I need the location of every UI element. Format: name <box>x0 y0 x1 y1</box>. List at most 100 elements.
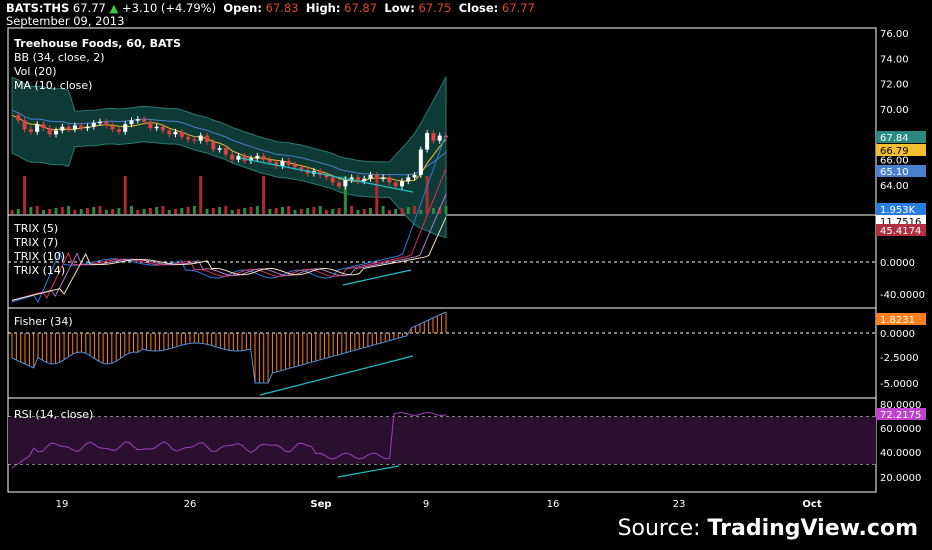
candle-body <box>160 126 165 131</box>
volume-bar <box>350 206 354 214</box>
volume-bar <box>306 208 310 214</box>
trix-14 <box>11 216 447 301</box>
candle-body <box>72 125 77 130</box>
candle-body <box>186 136 191 140</box>
volume-bar <box>236 209 240 214</box>
indicator-tick: -40.0000 <box>880 290 925 301</box>
volume-bar <box>369 208 373 214</box>
price-tag-bg <box>876 131 926 143</box>
source-credit: Source: TradingView.com <box>618 516 918 541</box>
price-change: +3.10 (+4.79%) <box>122 1 217 15</box>
volume-bar <box>174 209 178 214</box>
volume-bar <box>318 206 322 214</box>
trix-10 <box>11 193 447 302</box>
time-tick: 26 <box>184 499 197 510</box>
panel-labels: Treehouse Foods, 60, BATS BB (34, close,… <box>13 37 181 421</box>
indicator-tick: 80.0000 <box>880 400 921 411</box>
date-label: September 09, 2013 <box>6 14 125 28</box>
volume-bar <box>268 209 272 214</box>
volume-bar <box>60 207 64 214</box>
price-tag-bg <box>876 203 926 215</box>
time-tick: 16 <box>547 499 560 510</box>
divergence-line <box>239 157 414 193</box>
indicator-tag-text: 45.4174 <box>880 226 921 237</box>
volume-bar <box>117 208 121 214</box>
time-tick: 19 <box>56 499 69 510</box>
candle-body <box>324 174 329 178</box>
volume-bar <box>438 207 442 214</box>
volume-bars <box>10 176 448 214</box>
indicator-tick: 60.0000 <box>880 424 921 435</box>
candle-body <box>47 128 52 135</box>
volume-bar <box>337 208 341 214</box>
candle-body <box>154 126 159 129</box>
candle-body <box>54 130 59 135</box>
candle-body <box>318 171 323 175</box>
indicator-tag-bg <box>876 224 926 236</box>
price-tick: 70.00 <box>880 105 909 116</box>
volume-bar <box>299 209 303 214</box>
fisher-line <box>11 311 447 384</box>
price-axis: 76.0074.0072.0070.0068.0066.0064.000.000… <box>876 29 926 484</box>
price-tag-text: 67.84 <box>880 133 909 144</box>
candle-body <box>110 125 115 130</box>
candle-body <box>286 160 291 165</box>
volume-bar <box>444 206 448 214</box>
candle-body <box>98 121 103 124</box>
volume-bar <box>192 206 196 214</box>
candle-body <box>355 177 360 182</box>
trix5-label: TRIX (5) <box>13 222 58 235</box>
symbol[interactable]: BATS:THS <box>6 1 70 15</box>
volume-bar <box>312 207 316 214</box>
volume-bar <box>136 210 140 214</box>
rsi-divergence <box>337 465 400 478</box>
volume-bar <box>130 206 134 214</box>
close-value: 67.77 <box>501 1 535 15</box>
candle-body <box>236 155 241 160</box>
high-value: 67.87 <box>344 1 378 15</box>
indicator-tick: 0.0000 <box>880 258 915 269</box>
volume-bar <box>29 207 33 214</box>
volume-bar <box>249 207 253 214</box>
candle-body <box>293 164 298 168</box>
indicator-lines <box>11 133 447 478</box>
volume-bar <box>400 208 404 214</box>
volume-bar <box>224 206 228 214</box>
volume-bar <box>186 207 190 214</box>
candle-body <box>399 181 404 187</box>
trix7-label: TRIX (7) <box>13 236 58 249</box>
indicator-tick: 0.0000 <box>880 329 915 340</box>
bb-label: BB (34, close, 2) <box>14 51 105 64</box>
volume-bar <box>387 210 391 214</box>
high-label: High: <box>305 1 341 15</box>
price-tag-text: 1.953K <box>880 205 916 216</box>
low-label: Low: <box>384 1 415 15</box>
volume-bar <box>343 176 347 214</box>
trix10-label: TRIX (10) <box>13 250 65 263</box>
time-tick: 23 <box>673 499 686 510</box>
quote-header: BATS:THS 67.77 ▲ +3.10 (+4.79%) Open: 67… <box>6 1 535 15</box>
candle-body <box>349 177 354 180</box>
volume-bar <box>230 210 234 214</box>
volume-bar <box>98 206 102 214</box>
volume-bar <box>331 209 335 214</box>
candle-body <box>261 155 266 160</box>
candle-body <box>60 126 65 131</box>
time-tick: Oct <box>802 499 821 510</box>
volume-bar <box>142 209 146 214</box>
volume-bar <box>211 208 215 214</box>
candle-body <box>362 178 367 182</box>
price-tag-text: 65.10 <box>880 167 909 178</box>
candle-body <box>16 115 21 121</box>
candle-body <box>22 120 27 130</box>
candle-body <box>104 121 109 126</box>
candle-body <box>179 131 184 137</box>
volume-bar <box>111 209 115 214</box>
source-brand[interactable]: TradingView.com <box>707 516 918 541</box>
volume-bar <box>73 210 77 214</box>
candle-body <box>337 182 342 187</box>
indicator-tick: -2.5000 <box>880 353 919 364</box>
open-label: Open: <box>223 1 262 15</box>
price-tag-bg <box>876 165 926 177</box>
